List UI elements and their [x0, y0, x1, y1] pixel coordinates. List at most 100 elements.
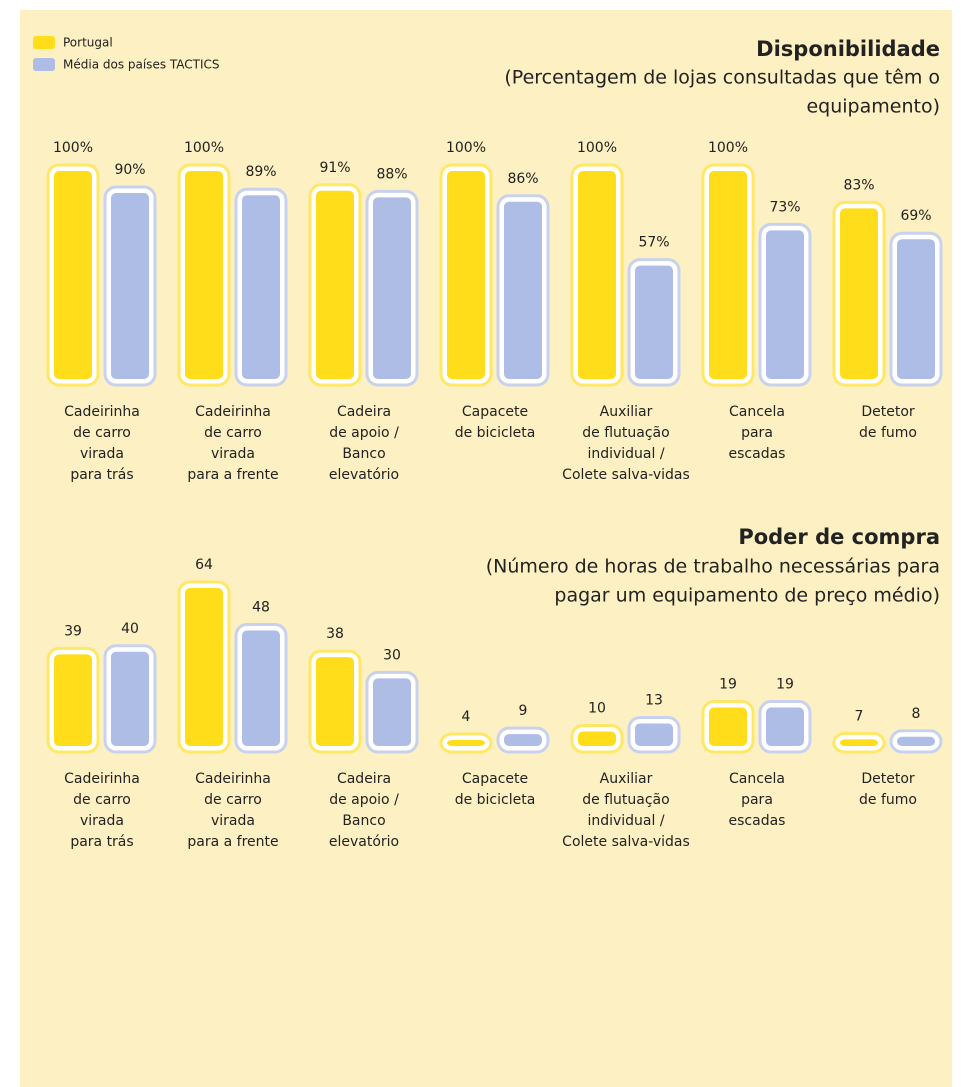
category-label: de fumo — [859, 425, 917, 441]
bar-fill — [373, 678, 411, 746]
legend-swatch — [33, 58, 55, 71]
bar — [701, 163, 755, 387]
bar — [758, 700, 812, 754]
value-label: 8 — [912, 706, 921, 722]
category-label: Banco — [342, 446, 385, 462]
bar-fill — [447, 740, 485, 746]
bar — [570, 163, 624, 387]
bar-fill — [54, 171, 92, 379]
value-label: 40 — [121, 621, 139, 637]
category-label: de apoio / — [329, 792, 399, 808]
bar — [496, 726, 550, 754]
category-label: Cadeirinha — [195, 404, 271, 420]
bar — [234, 187, 288, 387]
chart-title: Disponibilidade — [756, 37, 940, 61]
category-label: para a frente — [187, 467, 278, 483]
category-label: de flutuação — [582, 425, 669, 441]
value-label: 38 — [326, 626, 344, 642]
category-label: de carro — [73, 792, 131, 808]
value-label: 7 — [855, 708, 864, 724]
value-label: 64 — [195, 557, 213, 573]
category-label: Cadeirinha — [64, 404, 140, 420]
category-label: elevatório — [329, 834, 399, 850]
category-label: Auxiliar — [600, 771, 653, 787]
bar — [889, 231, 943, 387]
bar — [177, 163, 231, 387]
bar-fill — [709, 171, 747, 379]
bar-fill — [316, 190, 354, 379]
category-label: virada — [80, 813, 124, 829]
bar — [627, 258, 681, 387]
bar-fill — [635, 265, 673, 379]
category-label: para — [741, 425, 773, 441]
chart-subtitle: equipamento) — [806, 96, 940, 118]
category-label: de carro — [204, 425, 262, 441]
chart-subtitle: pagar um equipamento de preço médio) — [554, 585, 940, 607]
bar-fill — [373, 197, 411, 379]
category-label: Capacete — [462, 404, 528, 420]
category-label: Auxiliar — [600, 404, 653, 420]
chart-subtitle: (Percentagem de lojas consultadas que tê… — [504, 67, 940, 89]
category-label: individual / — [587, 813, 664, 829]
value-label: 30 — [383, 647, 401, 663]
category-label: de flutuação — [582, 792, 669, 808]
category-label: para — [741, 792, 773, 808]
bar — [627, 715, 681, 754]
bar — [46, 163, 100, 387]
bar — [439, 163, 493, 387]
category-label: Cadeira — [337, 771, 391, 787]
value-label: 86% — [507, 171, 538, 187]
value-label: 9 — [519, 703, 528, 719]
value-label: 48 — [252, 600, 270, 616]
category-label: Colete salva-vidas — [562, 834, 690, 850]
category-label: Cadeirinha — [195, 771, 271, 787]
value-label: 100% — [577, 140, 617, 156]
category-label: de bicicleta — [455, 425, 536, 441]
category-label: Cadeirinha — [64, 771, 140, 787]
bar-fill — [635, 723, 673, 746]
chart-title: Poder de compra — [738, 525, 940, 549]
category-label: de fumo — [859, 792, 917, 808]
value-label: 100% — [708, 140, 748, 156]
category-label: Detetor — [861, 771, 915, 787]
bar-fill — [54, 654, 92, 746]
bar-fill — [242, 630, 280, 746]
bar-fill — [897, 736, 935, 746]
bar-fill — [185, 171, 223, 379]
bar-fill — [447, 171, 485, 379]
legend-label: Média dos países TACTICS — [63, 58, 220, 72]
bar-fill — [504, 201, 542, 379]
category-label: Cancela — [729, 404, 785, 420]
bar-fill — [897, 239, 935, 379]
bar — [496, 194, 550, 387]
value-label: 100% — [446, 140, 486, 156]
category-label: para trás — [70, 467, 133, 483]
category-label: Cadeira — [337, 404, 391, 420]
chart-subtitle: (Número de horas de trabalho necessárias… — [486, 556, 940, 578]
bar-fill — [578, 171, 616, 379]
bar-fill — [709, 707, 747, 746]
bar-fill — [316, 657, 354, 746]
bar — [365, 670, 419, 754]
category-label: de carro — [73, 425, 131, 441]
category-label: escadas — [729, 813, 786, 829]
bar — [103, 185, 157, 387]
value-label: 100% — [184, 140, 224, 156]
bar-fill — [840, 739, 878, 746]
category-label: escadas — [729, 446, 786, 462]
bar-fill — [111, 193, 149, 379]
category-label: virada — [211, 446, 255, 462]
value-label: 88% — [376, 166, 407, 182]
bar-fill — [766, 230, 804, 379]
category-label: de bicicleta — [455, 792, 536, 808]
category-label: elevatório — [329, 467, 399, 483]
bar — [701, 700, 755, 754]
value-label: 19 — [776, 677, 794, 693]
bar — [308, 183, 362, 387]
category-label: para a frente — [187, 834, 278, 850]
value-label: 90% — [114, 162, 145, 178]
value-label: 89% — [245, 164, 276, 180]
category-label: de carro — [204, 792, 262, 808]
bar — [177, 580, 231, 754]
